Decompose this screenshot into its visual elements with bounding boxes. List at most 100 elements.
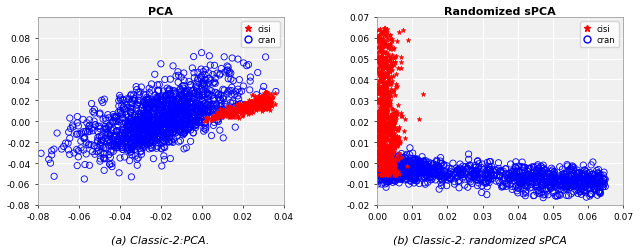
Point [573, 172, 583, 176]
Point [76, 132, 86, 136]
Point [397, 172, 407, 176]
Point [257, 103, 267, 107]
Point [142, 120, 152, 124]
Point [109, 142, 119, 146]
Point [575, 181, 585, 185]
Point [229, 112, 239, 116]
Point [248, 99, 259, 103]
Point [111, 134, 121, 138]
Point [400, 166, 410, 170]
Point [191, 107, 201, 111]
Point [559, 177, 569, 181]
Point [598, 183, 608, 187]
Point [532, 180, 542, 184]
Point [154, 118, 164, 122]
Point [262, 101, 273, 105]
Point [388, 162, 399, 166]
Point [395, 168, 405, 172]
Point [564, 175, 574, 179]
Point [376, 40, 387, 44]
Point [580, 179, 591, 183]
Point [164, 122, 175, 126]
Point [388, 148, 398, 152]
Point [412, 167, 422, 171]
Point [380, 168, 390, 172]
Point [161, 104, 172, 108]
Point [179, 132, 189, 136]
Point [186, 140, 196, 144]
Point [84, 143, 94, 147]
Point [512, 178, 522, 182]
Point [379, 173, 389, 177]
Point [147, 133, 157, 137]
Point [382, 102, 392, 106]
Point [152, 125, 162, 129]
Point [111, 134, 122, 138]
Point [527, 186, 537, 190]
Point [257, 95, 267, 99]
Point [244, 105, 255, 109]
Point [544, 180, 554, 184]
Point [124, 138, 134, 141]
Point [524, 172, 534, 176]
Point [246, 102, 257, 106]
Point [236, 111, 246, 115]
Point [255, 100, 266, 104]
Point [128, 131, 138, 135]
Point [129, 131, 140, 135]
Point [385, 159, 396, 163]
Point [482, 185, 492, 189]
Point [166, 117, 176, 121]
Point [561, 194, 572, 198]
Point [155, 128, 165, 132]
Point [215, 105, 225, 109]
Point [389, 113, 399, 117]
Point [401, 168, 412, 172]
Point [574, 177, 584, 181]
Point [258, 99, 268, 103]
Point [388, 124, 399, 128]
Point [163, 112, 173, 116]
Point [161, 123, 172, 127]
Point [387, 69, 397, 73]
Point [381, 137, 392, 141]
Point [168, 122, 179, 126]
Point [477, 162, 487, 166]
Point [581, 182, 591, 186]
Title: Randomized sPCA: Randomized sPCA [444, 7, 556, 17]
Point [380, 144, 390, 148]
Point [146, 125, 156, 129]
Point [376, 108, 387, 112]
Point [557, 182, 567, 186]
Point [520, 177, 531, 181]
Point [374, 160, 385, 164]
Point [252, 98, 262, 102]
Point [152, 125, 162, 129]
Point [141, 120, 152, 124]
Point [58, 145, 68, 149]
Point [150, 122, 161, 126]
Point [525, 186, 535, 190]
Point [173, 122, 184, 126]
Point [518, 178, 529, 182]
Point [231, 109, 241, 113]
Point [73, 124, 83, 128]
Point [390, 167, 401, 171]
Point [161, 114, 172, 118]
Point [376, 32, 387, 36]
Point [388, 167, 398, 171]
Point [595, 176, 605, 180]
Point [387, 172, 397, 176]
Point [257, 102, 267, 106]
Point [218, 136, 228, 140]
Point [171, 92, 181, 96]
Point [225, 116, 236, 120]
Point [391, 158, 401, 162]
Point [565, 181, 575, 185]
Point [238, 114, 248, 117]
Point [554, 176, 564, 180]
Point [520, 184, 531, 188]
Point [391, 167, 401, 171]
Point [392, 168, 403, 172]
Point [470, 175, 480, 179]
